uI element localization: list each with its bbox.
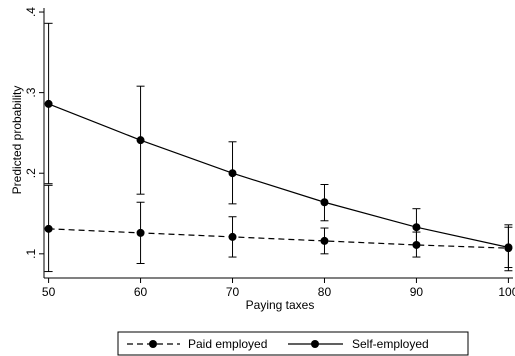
x-tick-label: 100	[498, 285, 515, 299]
legend-item-self-employed: Self-employed	[288, 337, 429, 351]
data-point-self-employed	[136, 136, 145, 145]
series-line-self-employed	[48, 103, 509, 248]
legend: Paid employed Self-employed	[117, 331, 469, 356]
axes: 50 60 70 80 90 100 .1 .2 .3 .4	[24, 7, 515, 299]
y-tick-label: .3	[24, 87, 38, 97]
legend-marker-paid-employed	[149, 340, 157, 348]
x-tick-label: 50	[42, 285, 56, 299]
x-tick-label: 70	[226, 285, 240, 299]
legend-label-self-employed: Self-employed	[352, 337, 429, 351]
y-tick-label: .4	[24, 7, 38, 17]
data-point-paid-employed	[320, 236, 329, 245]
data-point-paid-employed	[136, 228, 145, 237]
series-paid-employed	[44, 184, 513, 273]
legend-label-paid-employed: Paid employed	[188, 337, 267, 351]
data-point-paid-employed	[228, 232, 237, 241]
data-point-self-employed	[44, 99, 53, 108]
x-axis-title: Paying taxes	[246, 298, 315, 312]
y-tick-label: .1	[24, 248, 38, 258]
series-line-paid-employed	[48, 228, 509, 249]
data-point-self-employed	[228, 169, 237, 178]
data-point-paid-employed	[44, 224, 53, 233]
plot-area	[44, 22, 513, 273]
x-tick-label: 60	[134, 285, 148, 299]
data-point-self-employed	[412, 223, 421, 232]
x-tick-label: 80	[318, 285, 332, 299]
data-point-self-employed	[320, 198, 329, 207]
y-axis-title: Predicted probability	[10, 86, 24, 195]
data-point-self-employed	[504, 243, 513, 252]
legend-item-paid-employed: Paid employed	[127, 337, 267, 351]
legend-marker-self-employed	[311, 340, 319, 348]
series-self-employed	[44, 22, 513, 269]
y-tick-label: .2	[24, 168, 38, 178]
x-tick-label: 90	[410, 285, 424, 299]
